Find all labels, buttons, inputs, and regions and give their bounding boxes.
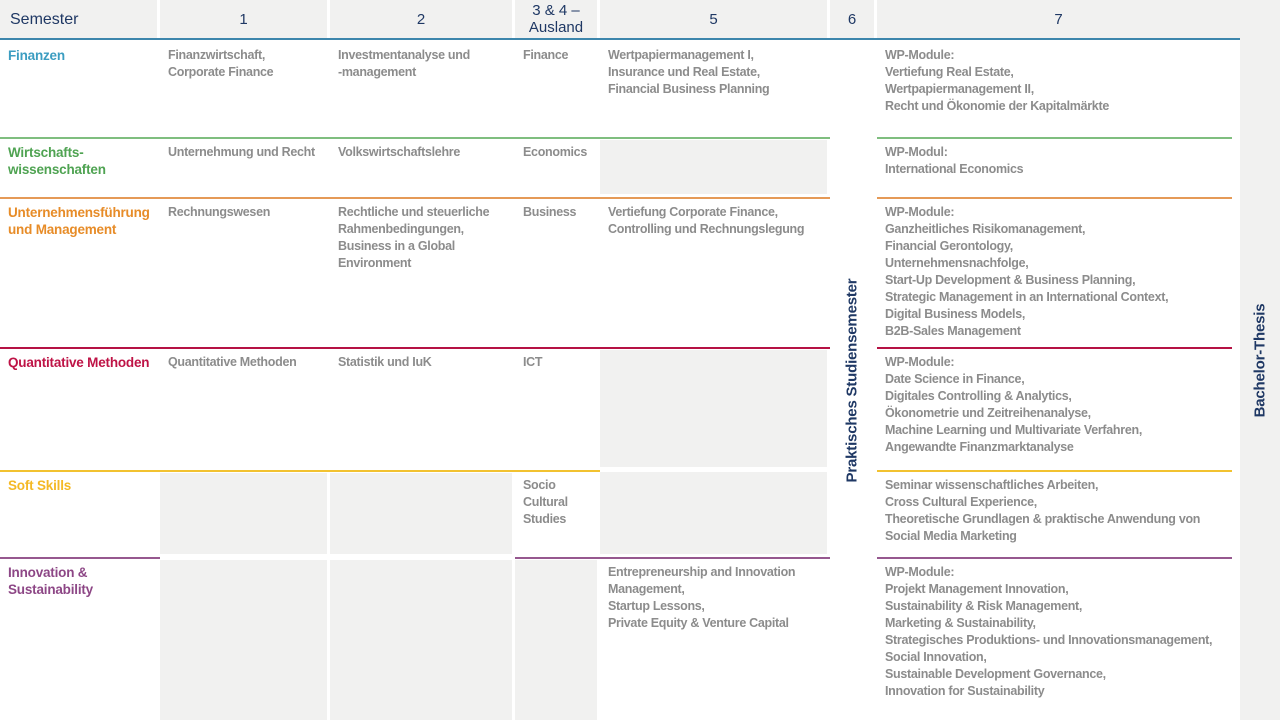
bachelor-thesis-label: Bachelor-Thesis bbox=[1251, 303, 1269, 417]
header-sem-1: 1 bbox=[160, 0, 327, 38]
cell-mgmt-sem7: WP-Module: Ganzheitliches Risikomanageme… bbox=[885, 205, 1169, 338]
cell-finanzen-ausland: Finance bbox=[523, 48, 569, 62]
row-divider-crimson bbox=[877, 347, 1232, 349]
cell-mgmt-ausland: Business bbox=[523, 205, 577, 219]
row-divider-orange bbox=[0, 197, 830, 199]
row-quantitative-methoden-label: Quantitative Methoden bbox=[8, 355, 150, 370]
cell-mgmt-sem1: Rechnungswesen bbox=[168, 205, 271, 219]
row-finanzen-label: Finanzen bbox=[8, 48, 65, 63]
header-semester: Semester bbox=[0, 0, 157, 38]
empty-cell bbox=[600, 472, 827, 554]
cell-mgmt-sem2: Rechtliche und steuerliche Rahmenbedingu… bbox=[338, 205, 490, 270]
cell-softskills-ausland: Socio Cultural Studies bbox=[523, 478, 568, 526]
row-divider-green bbox=[0, 137, 830, 139]
cell-finanzen-sem1: Finanzwirtschaft, Corporate Finance bbox=[168, 48, 274, 79]
cell-mgmt-sem5: Vertiefung Corporate Finance, Controllin… bbox=[608, 205, 805, 236]
header-divider bbox=[0, 38, 1240, 40]
empty-cell bbox=[330, 473, 512, 554]
header-sem-5: 5 bbox=[600, 0, 827, 38]
cell-wiwi-sem2: Volkswirtschaftslehre bbox=[338, 145, 460, 159]
row-divider-purple bbox=[0, 557, 160, 559]
row-unternehmensfuehrung-label: Unternehmensführung und Management bbox=[8, 205, 150, 237]
cell-wiwi-ausland: Economics bbox=[523, 145, 587, 159]
row-divider-green bbox=[877, 137, 1232, 139]
bachelor-thesis-column: Bachelor-Thesis bbox=[1240, 0, 1280, 720]
empty-cell bbox=[600, 140, 827, 194]
empty-cell bbox=[330, 560, 512, 720]
row-soft-skills-label: Soft Skills bbox=[8, 478, 72, 493]
row-divider-crimson bbox=[0, 347, 830, 349]
cell-quant-sem1: Quantitative Methoden bbox=[168, 355, 297, 369]
cell-finanzen-sem2: Investmentanalyse und -management bbox=[338, 48, 470, 79]
header-sem-3-4-ausland: 3 & 4 – Ausland bbox=[515, 0, 597, 38]
row-divider-yellow bbox=[0, 470, 600, 472]
cell-quant-sem2: Statistik und IuK bbox=[338, 355, 432, 369]
practical-semester-label: Praktisches Studiensemester bbox=[843, 278, 861, 482]
header-sem-6: 6 bbox=[830, 0, 874, 38]
empty-cell bbox=[600, 350, 827, 467]
cell-finanzen-sem5: Wertpapiermanagement I, Insurance und Re… bbox=[608, 48, 770, 96]
row-divider-purple bbox=[877, 557, 1232, 559]
cell-quant-ausland: ICT bbox=[523, 355, 543, 369]
empty-cell bbox=[515, 560, 597, 720]
cell-quant-sem7: WP-Module: Date Science in Finance, Digi… bbox=[885, 355, 1142, 454]
cell-innovation-sem7: WP-Module: Projekt Management Innovation… bbox=[885, 565, 1213, 698]
cell-innovation-sem5: Entrepreneurship and Innovation Manageme… bbox=[608, 565, 796, 630]
row-divider-yellow bbox=[877, 470, 1232, 472]
practical-semester-column: Praktisches Studiensemester bbox=[830, 40, 874, 720]
row-wirtschaftswissenschaften-label: Wirtschafts- wissenschaften bbox=[8, 145, 106, 177]
header-sem-2: 2 bbox=[330, 0, 512, 38]
cell-softskills-sem7: Seminar wissenschaftliches Arbeiten, Cro… bbox=[885, 478, 1201, 543]
empty-cell bbox=[160, 473, 327, 554]
row-innovation-sustainability-label: Innovation & Sustainability bbox=[8, 565, 93, 597]
cell-wiwi-sem1: Unternehmung und Recht bbox=[168, 145, 315, 159]
empty-cell bbox=[160, 560, 327, 720]
cell-wiwi-sem7: WP-Modul: International Economics bbox=[885, 145, 1024, 176]
row-divider-orange bbox=[877, 197, 1232, 199]
header-sem-7: 7 bbox=[877, 0, 1240, 38]
row-divider-purple bbox=[515, 557, 830, 559]
cell-finanzen-sem7: WP-Module: Vertiefung Real Estate, Wertp… bbox=[885, 48, 1109, 113]
